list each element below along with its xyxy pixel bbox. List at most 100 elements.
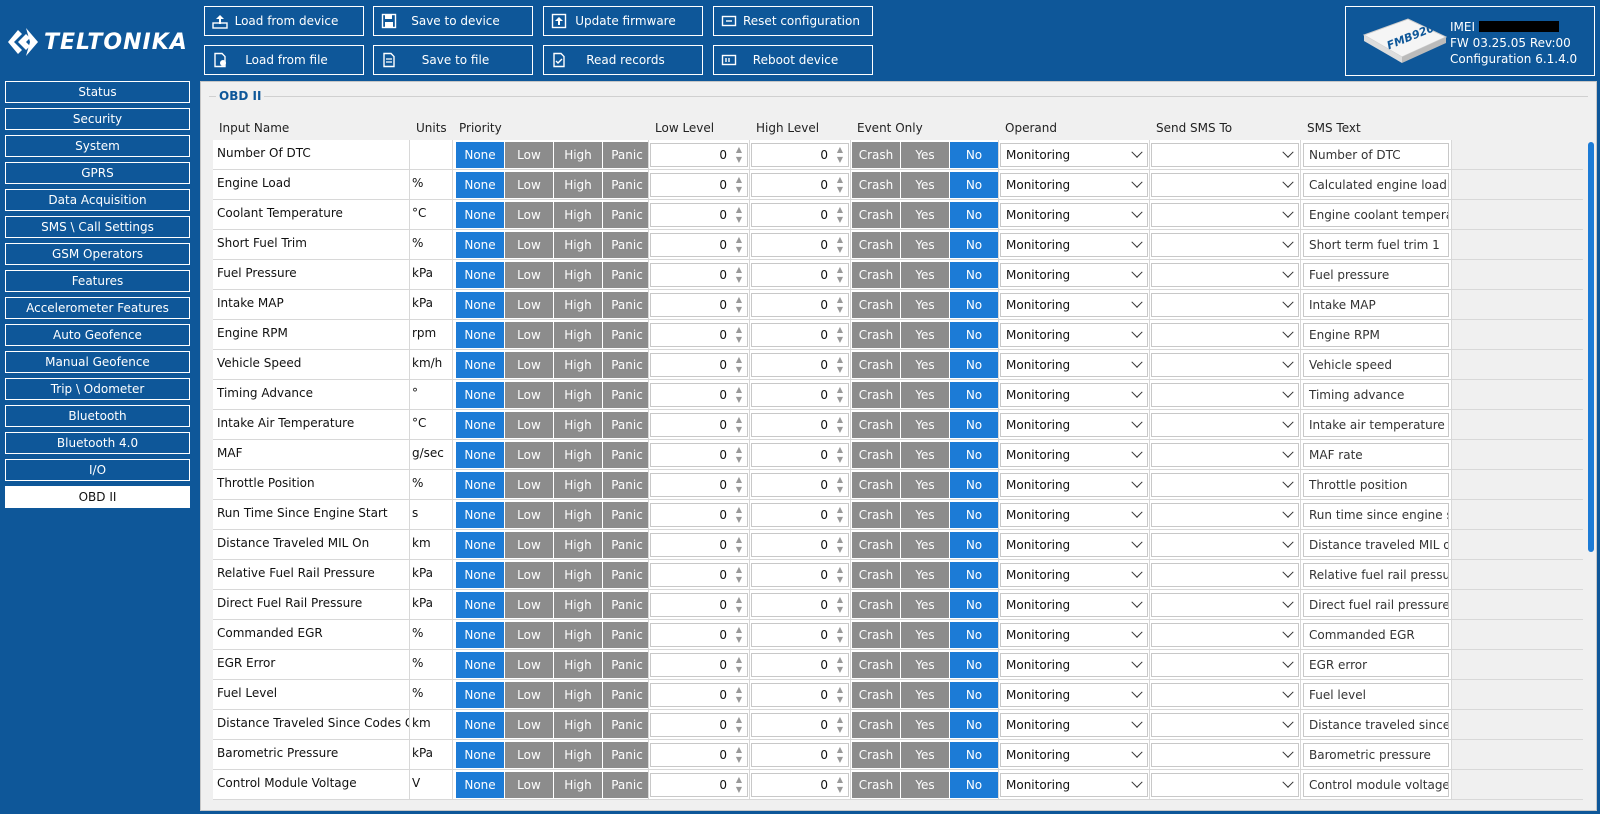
- event-no-option[interactable]: No: [950, 201, 998, 228]
- spin-up-icon[interactable]: ▲: [836, 414, 844, 424]
- priority-panic-option[interactable]: Panic: [603, 171, 648, 198]
- event-crash-option[interactable]: Crash: [852, 681, 900, 708]
- event-no-option[interactable]: No: [950, 771, 998, 798]
- priority-none-option[interactable]: None: [456, 291, 504, 318]
- send-sms-to-dropdown[interactable]: [1151, 592, 1299, 617]
- sidebar-item-accelerometer-features[interactable]: Accelerometer Features: [5, 297, 190, 319]
- load-from-file-button[interactable]: Load from file: [204, 45, 364, 75]
- priority-low-option[interactable]: Low: [505, 321, 553, 348]
- event-crash-option[interactable]: Crash: [852, 711, 900, 738]
- spin-up-icon[interactable]: ▲: [735, 324, 743, 334]
- operand-dropdown[interactable]: Monitoring: [1000, 262, 1148, 287]
- spin-up-icon[interactable]: ▲: [735, 354, 743, 364]
- event-no-option[interactable]: No: [950, 681, 998, 708]
- sms-text-input[interactable]: MAF rate: [1303, 442, 1449, 467]
- priority-low-option[interactable]: Low: [505, 471, 553, 498]
- priority-none-option[interactable]: None: [456, 651, 504, 678]
- event-yes-option[interactable]: Yes: [901, 561, 949, 588]
- sidebar-item-trip-odometer[interactable]: Trip \ Odometer: [5, 378, 190, 400]
- spin-down-icon[interactable]: ▼: [836, 454, 844, 464]
- event-yes-option[interactable]: Yes: [901, 381, 949, 408]
- high-level-spinner[interactable]: 0 ▲ ▼: [751, 142, 849, 167]
- operand-dropdown[interactable]: Monitoring: [1000, 352, 1148, 377]
- event-yes-option[interactable]: Yes: [901, 411, 949, 438]
- low-level-spinner[interactable]: 0 ▲ ▼: [650, 262, 748, 287]
- priority-high-option[interactable]: High: [554, 321, 602, 348]
- priority-panic-option[interactable]: Panic: [603, 441, 648, 468]
- event-no-option[interactable]: No: [950, 441, 998, 468]
- sms-text-input[interactable]: Timing advance: [1303, 382, 1449, 407]
- high-level-spinner[interactable]: 0 ▲ ▼: [751, 532, 849, 557]
- event-crash-option[interactable]: Crash: [852, 411, 900, 438]
- high-level-spinner[interactable]: 0 ▲ ▼: [751, 262, 849, 287]
- event-yes-option[interactable]: Yes: [901, 771, 949, 798]
- sms-text-input[interactable]: Intake MAP: [1303, 292, 1449, 317]
- sidebar-item-sms-call-settings[interactable]: SMS \ Call Settings: [5, 216, 190, 238]
- operand-dropdown[interactable]: Monitoring: [1000, 322, 1148, 347]
- spin-down-icon[interactable]: ▼: [836, 244, 844, 254]
- spin-down-icon[interactable]: ▼: [836, 754, 844, 764]
- spin-up-icon[interactable]: ▲: [735, 384, 743, 394]
- high-level-spinner[interactable]: 0 ▲ ▼: [751, 352, 849, 377]
- operand-dropdown[interactable]: Monitoring: [1000, 562, 1148, 587]
- priority-none-option[interactable]: None: [456, 411, 504, 438]
- send-sms-to-dropdown[interactable]: [1151, 382, 1299, 407]
- low-level-spinner[interactable]: 0 ▲ ▼: [650, 652, 748, 677]
- priority-low-option[interactable]: Low: [505, 291, 553, 318]
- sidebar-item-gprs[interactable]: GPRS: [5, 162, 190, 184]
- event-yes-option[interactable]: Yes: [901, 321, 949, 348]
- sms-text-input[interactable]: Number of DTC: [1303, 142, 1449, 167]
- priority-panic-option[interactable]: Panic: [603, 651, 648, 678]
- spin-up-icon[interactable]: ▲: [836, 294, 844, 304]
- priority-low-option[interactable]: Low: [505, 141, 553, 168]
- send-sms-to-dropdown[interactable]: [1151, 472, 1299, 497]
- event-crash-option[interactable]: Crash: [852, 231, 900, 258]
- high-level-spinner[interactable]: 0 ▲ ▼: [751, 292, 849, 317]
- spin-down-icon[interactable]: ▼: [836, 724, 844, 734]
- save-to-device-button[interactable]: Save to device: [373, 6, 533, 36]
- spin-up-icon[interactable]: ▲: [836, 324, 844, 334]
- read-records-button[interactable]: Read records: [543, 45, 703, 75]
- spin-up-icon[interactable]: ▲: [836, 384, 844, 394]
- sms-text-input[interactable]: Fuel level: [1303, 682, 1449, 707]
- high-level-spinner[interactable]: 0 ▲ ▼: [751, 562, 849, 587]
- priority-low-option[interactable]: Low: [505, 171, 553, 198]
- sms-text-input[interactable]: Engine RPM: [1303, 322, 1449, 347]
- event-crash-option[interactable]: Crash: [852, 291, 900, 318]
- event-crash-option[interactable]: Crash: [852, 141, 900, 168]
- event-no-option[interactable]: No: [950, 741, 998, 768]
- sidebar-item-security[interactable]: Security: [5, 108, 190, 130]
- spin-up-icon[interactable]: ▲: [735, 594, 743, 604]
- event-no-option[interactable]: No: [950, 381, 998, 408]
- priority-high-option[interactable]: High: [554, 591, 602, 618]
- high-level-spinner[interactable]: 0 ▲ ▼: [751, 412, 849, 437]
- operand-dropdown[interactable]: Monitoring: [1000, 502, 1148, 527]
- event-crash-option[interactable]: Crash: [852, 381, 900, 408]
- priority-none-option[interactable]: None: [456, 531, 504, 558]
- spin-down-icon[interactable]: ▼: [836, 214, 844, 224]
- sms-text-input[interactable]: Engine coolant temperatur: [1303, 202, 1449, 227]
- spin-down-icon[interactable]: ▼: [735, 214, 743, 224]
- high-level-spinner[interactable]: 0 ▲ ▼: [751, 712, 849, 737]
- high-level-spinner[interactable]: 0 ▲ ▼: [751, 472, 849, 497]
- event-crash-option[interactable]: Crash: [852, 651, 900, 678]
- spin-up-icon[interactable]: ▲: [735, 624, 743, 634]
- spin-down-icon[interactable]: ▼: [735, 244, 743, 254]
- priority-panic-option[interactable]: Panic: [603, 711, 648, 738]
- low-level-spinner[interactable]: 0 ▲ ▼: [650, 562, 748, 587]
- event-yes-option[interactable]: Yes: [901, 231, 949, 258]
- spin-up-icon[interactable]: ▲: [836, 654, 844, 664]
- event-no-option[interactable]: No: [950, 561, 998, 588]
- send-sms-to-dropdown[interactable]: [1151, 262, 1299, 287]
- priority-none-option[interactable]: None: [456, 591, 504, 618]
- priority-none-option[interactable]: None: [456, 471, 504, 498]
- event-yes-option[interactable]: Yes: [901, 741, 949, 768]
- priority-panic-option[interactable]: Panic: [603, 411, 648, 438]
- update-firmware-button[interactable]: Update firmware: [543, 6, 703, 36]
- low-level-spinner[interactable]: 0 ▲ ▼: [650, 472, 748, 497]
- high-level-spinner[interactable]: 0 ▲ ▼: [751, 202, 849, 227]
- priority-high-option[interactable]: High: [554, 711, 602, 738]
- spin-down-icon[interactable]: ▼: [735, 364, 743, 374]
- operand-dropdown[interactable]: Monitoring: [1000, 742, 1148, 767]
- spin-down-icon[interactable]: ▼: [836, 424, 844, 434]
